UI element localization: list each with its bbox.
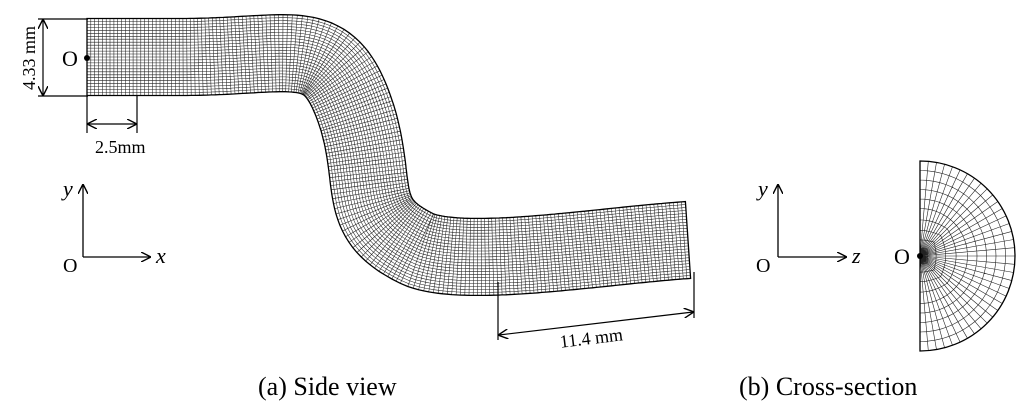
side-y-axis-label: y xyxy=(61,176,73,201)
side-x-axis-label: x xyxy=(155,243,166,268)
side-view-axes: y x O xyxy=(61,176,166,277)
side-view-caption: (a) Side view xyxy=(258,372,397,401)
inlet-origin-dot xyxy=(84,55,90,61)
cross-section-axes: y z O xyxy=(756,176,861,277)
cross-y-axis-label: y xyxy=(756,176,768,201)
channel-mesh xyxy=(86,14,692,297)
cross-section-caption: (b) Cross-section xyxy=(739,372,918,401)
inlet-length-label: 2.5mm xyxy=(95,137,146,157)
inlet-origin-label: O xyxy=(62,46,78,71)
cross-section-outline xyxy=(919,160,1016,352)
cross-section-origin-dot xyxy=(917,253,923,259)
side-axes-origin-label: O xyxy=(63,255,77,277)
outlet-length-label: 11.4 mm xyxy=(559,324,624,351)
side-view-panel: O 4.33 mm 2.5mm 11.4 mm y x xyxy=(19,14,695,352)
cross-section-mesh-lines xyxy=(919,160,1016,352)
channel-outline xyxy=(86,14,692,297)
cross-section-mesh xyxy=(919,160,1016,352)
cross-section-panel: O y z O xyxy=(756,160,1016,352)
cross-z-axis-label: z xyxy=(851,243,861,268)
cross-axes-origin-label: O xyxy=(756,255,770,277)
inlet-length-dimension: 2.5mm xyxy=(86,96,146,157)
cross-section-origin-label: O xyxy=(894,244,910,269)
channel-mesh-lines xyxy=(86,14,691,296)
height-dimension: 4.33 mm xyxy=(19,18,88,97)
height-dimension-label: 4.33 mm xyxy=(19,26,39,90)
